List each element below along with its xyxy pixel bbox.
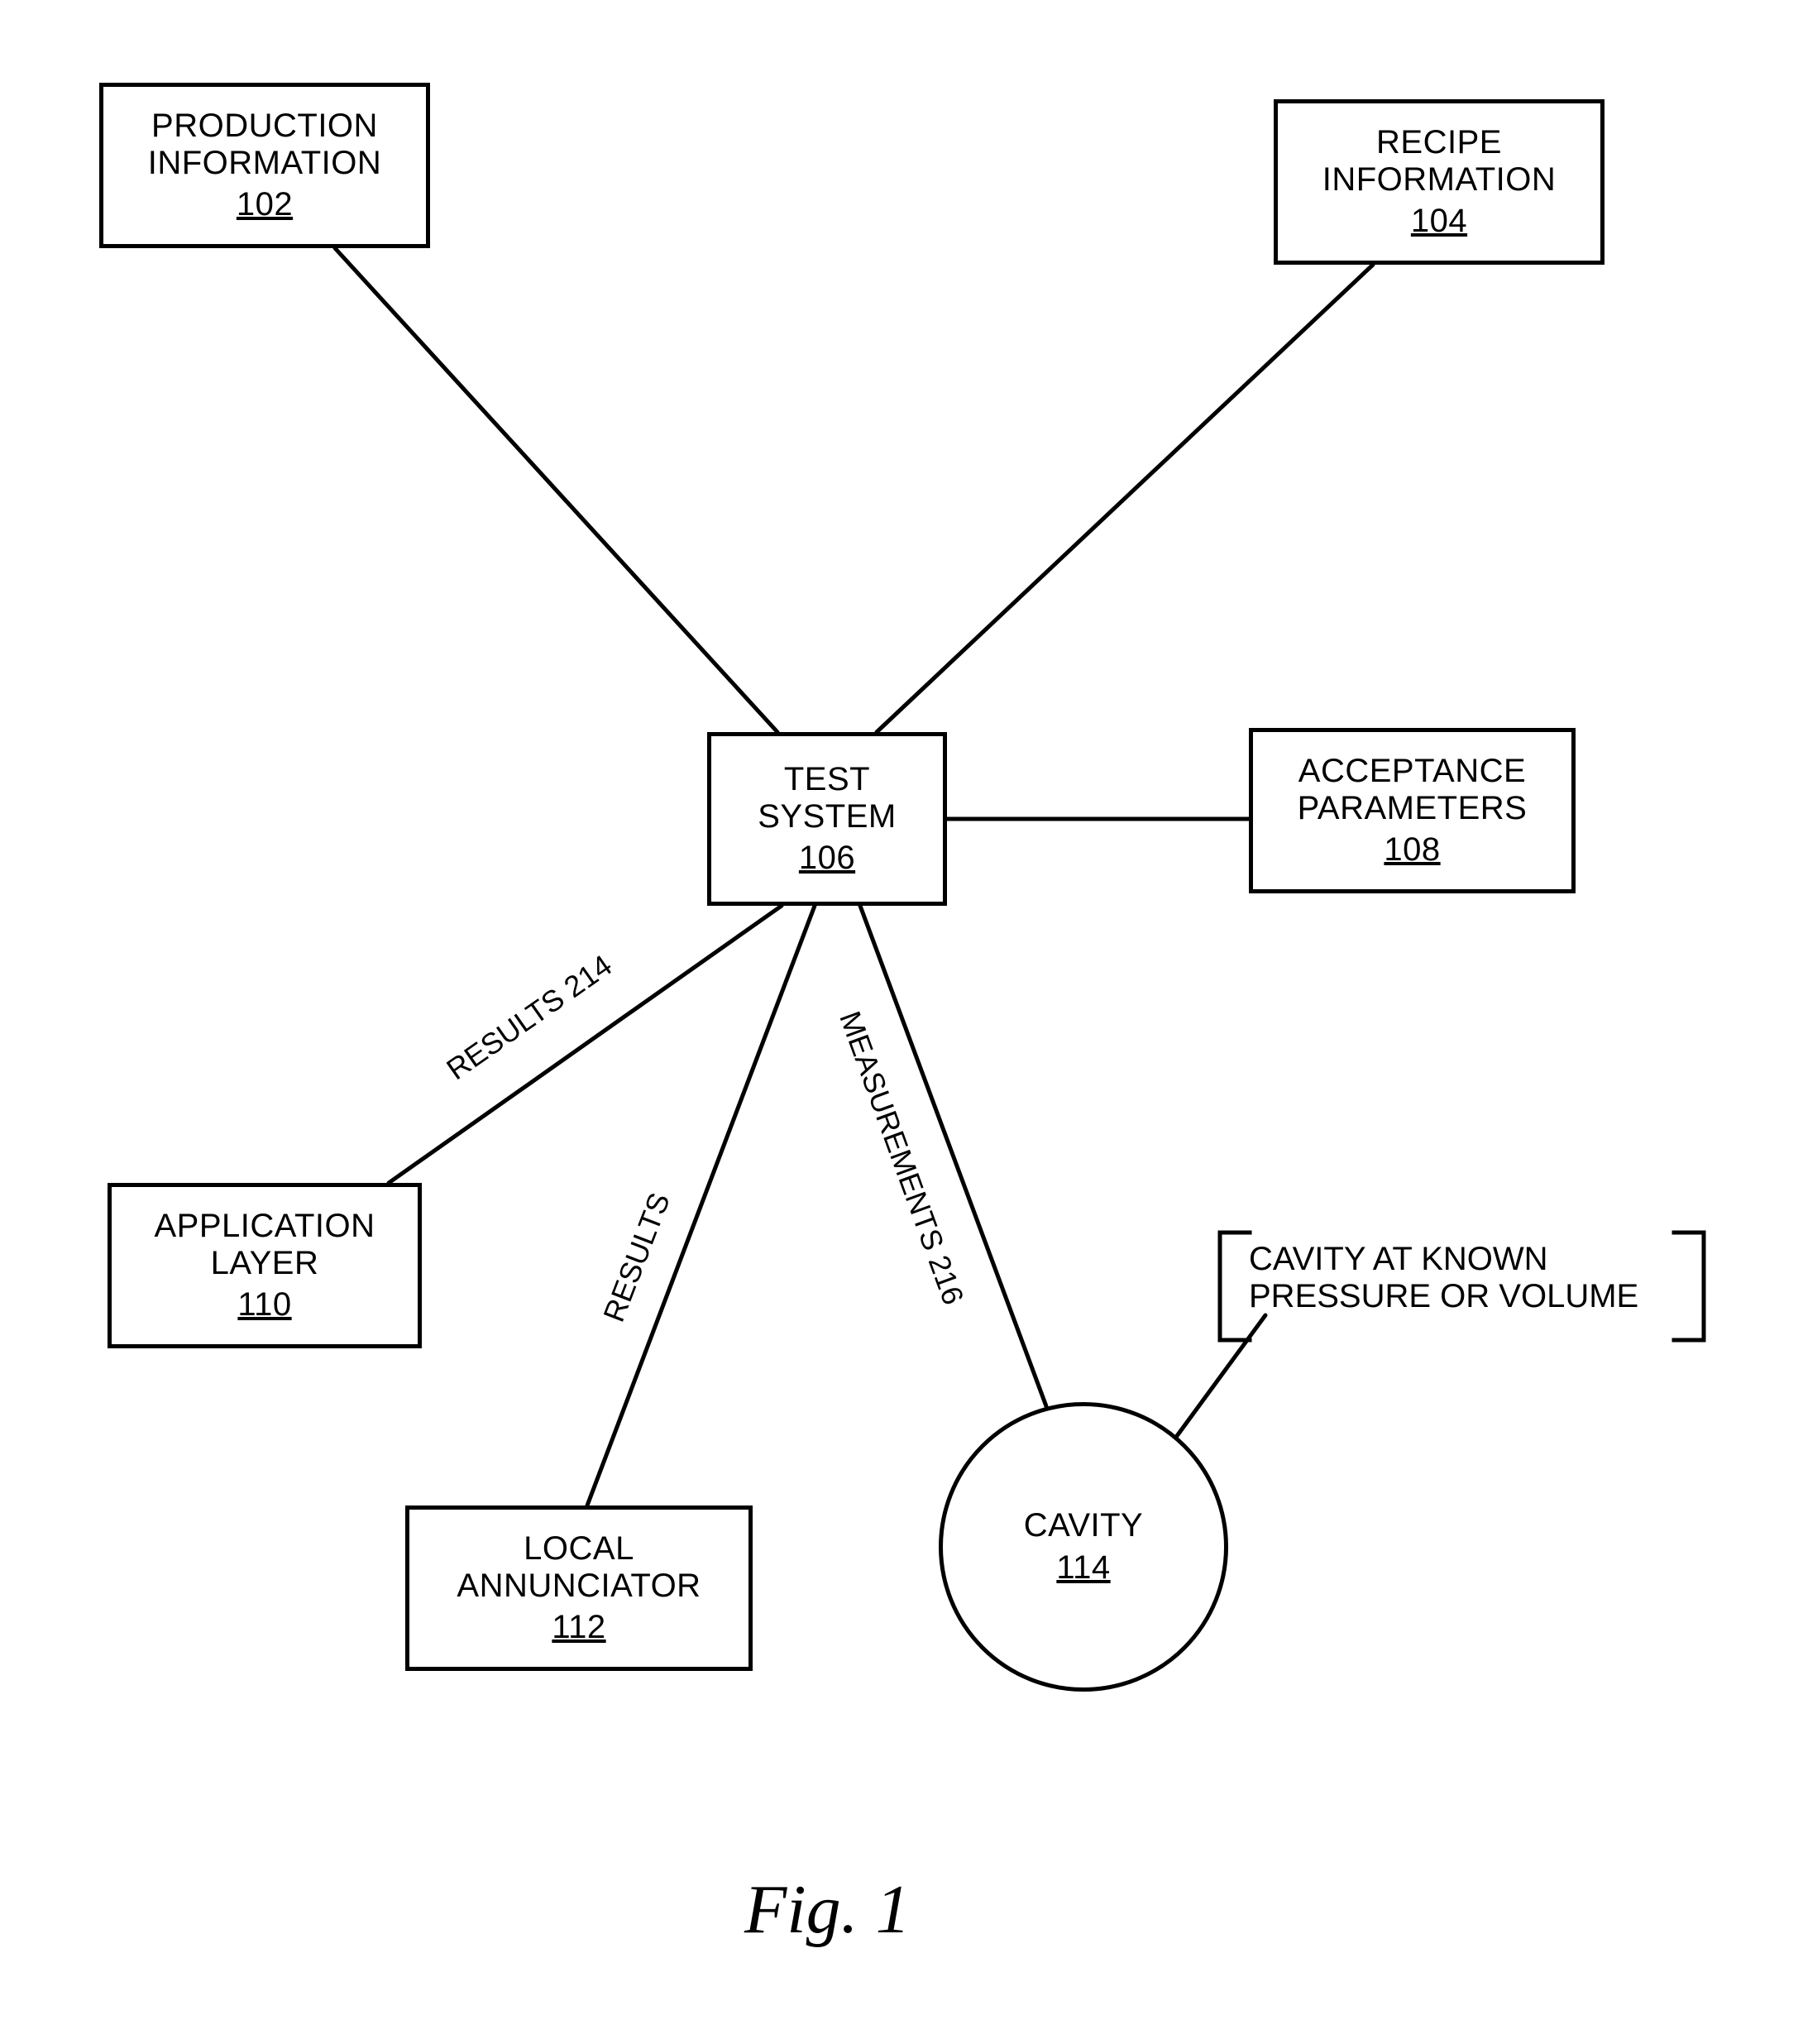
node-label: TEST SYSTEM (758, 761, 896, 835)
node-acceptance-params: ACCEPTANCE PARAMETERS 108 (1249, 728, 1576, 893)
node-number: 102 (237, 186, 293, 223)
edge-label: MEASUREMENTS 216 (832, 1007, 970, 1309)
node-label: ACCEPTANCE PARAMETERS (1298, 753, 1528, 827)
edge-label: RESULTS (596, 1188, 677, 1327)
node-label: APPLICATION LAYER (154, 1208, 375, 1282)
node-number: 106 (799, 840, 855, 877)
node-label: RECIPE INFORMATION (1322, 124, 1557, 199)
node-label: CAVITY (1024, 1507, 1144, 1544)
node-cavity: CAVITY 114 (939, 1402, 1228, 1692)
node-test-system: TEST SYSTEM 106 (707, 732, 947, 906)
node-application-layer: APPLICATION LAYER 110 (108, 1183, 422, 1348)
diagram-canvas: PRODUCTION INFORMATION 102 RECIPE INFORM… (0, 0, 1803, 2044)
node-number: 112 (552, 1609, 605, 1646)
node-number: 108 (1384, 831, 1440, 869)
connectors-svg (0, 0, 1803, 2044)
node-number: 114 (1056, 1549, 1110, 1587)
node-production-info: PRODUCTION INFORMATION 102 (99, 83, 430, 248)
node-label: LOCAL ANNUNCIATOR (457, 1530, 701, 1605)
node-recipe-info: RECIPE INFORMATION 104 (1274, 99, 1605, 265)
node-local-annunciator: LOCAL ANNUNCIATOR 112 (405, 1505, 753, 1671)
node-number: 110 (237, 1286, 291, 1324)
node-number: 104 (1411, 203, 1467, 240)
figure-caption: Fig. 1 (744, 1869, 911, 1950)
edge-label: RESULTS 214 (440, 948, 618, 1087)
cavity-bracket-note: CAVITY AT KNOWN PRESSURE OR VOLUME (1249, 1241, 1638, 1315)
node-label: PRODUCTION INFORMATION (148, 108, 382, 182)
